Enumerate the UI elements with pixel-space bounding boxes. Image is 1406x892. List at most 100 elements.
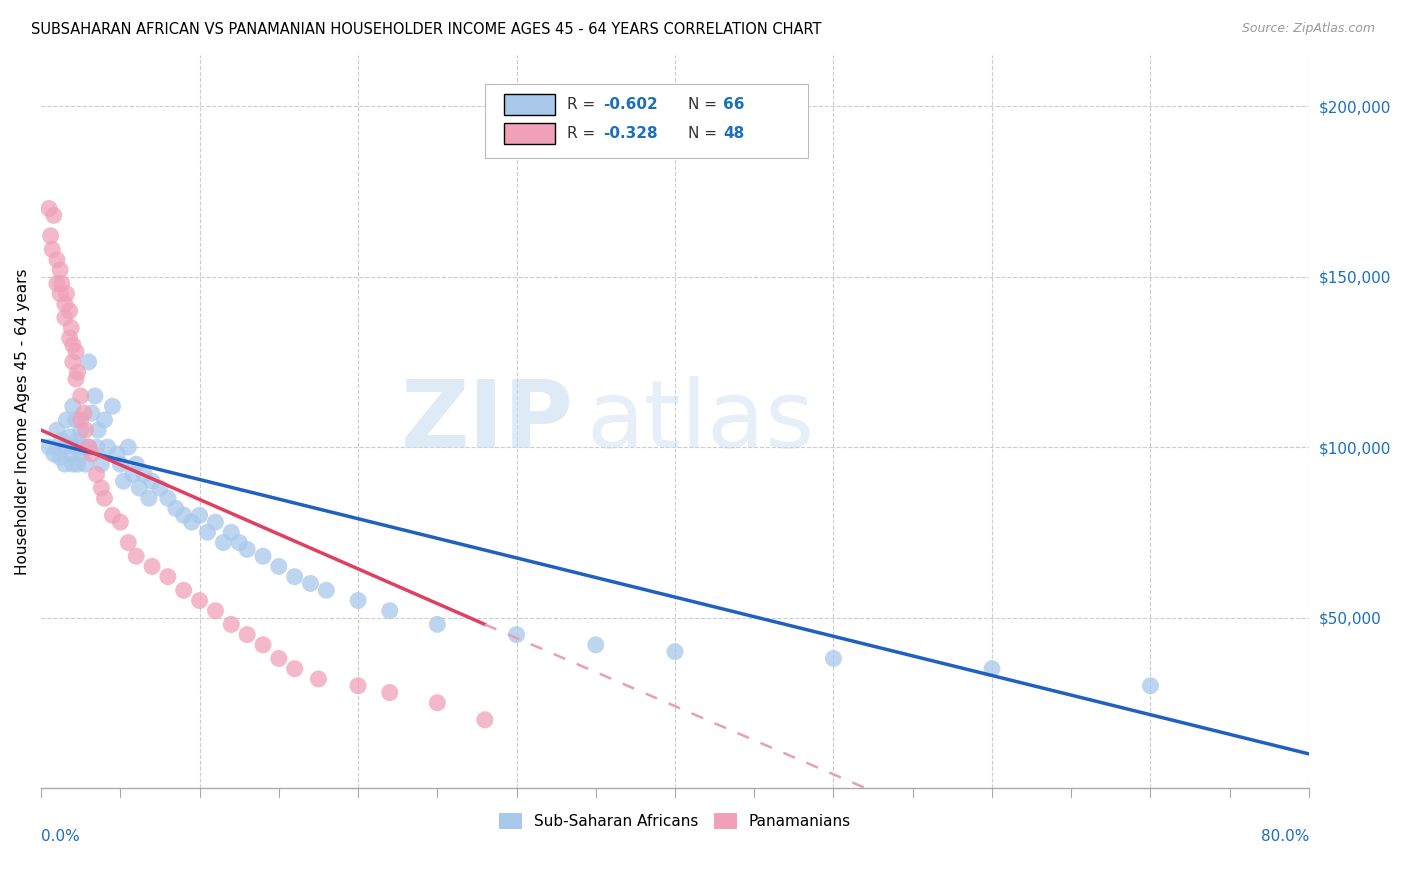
Text: R =: R = (567, 96, 600, 112)
Point (77, 355, 100, 369)
Text: 0.0%: 0.0% (41, 829, 80, 844)
Point (65, 440, 87, 454)
Point (41, 243, 63, 257)
Point (252, 549, 274, 564)
Point (39, 228, 62, 243)
Point (105, 447, 128, 461)
Text: Source: ZipAtlas.com: Source: ZipAtlas.com (1241, 22, 1375, 36)
Point (49, 450, 72, 465)
Point (101, 399, 124, 413)
Text: 48: 48 (723, 126, 744, 141)
Point (73, 406, 96, 420)
Point (65, 413, 87, 427)
Legend: Sub-Saharan Africans, Panamanians: Sub-Saharan Africans, Panamanians (494, 807, 858, 835)
Point (307, 672, 329, 686)
Point (664, 645, 686, 659)
Point (97, 440, 120, 454)
Point (347, 593, 370, 607)
Point (117, 440, 139, 454)
Point (84, 389, 107, 403)
Point (1139, 679, 1161, 693)
Point (173, 583, 195, 598)
FancyBboxPatch shape (503, 94, 554, 114)
Point (62, 338, 84, 352)
Point (378, 604, 401, 618)
Point (55, 286, 77, 301)
Point (53, 310, 76, 325)
Point (55, 413, 77, 427)
Point (212, 535, 235, 549)
Point (66, 365, 89, 379)
Point (228, 535, 250, 549)
Text: -0.602: -0.602 (603, 96, 658, 112)
Point (62, 399, 84, 413)
Point (42, 208, 65, 222)
Point (38, 440, 60, 454)
Point (65, 372, 87, 386)
Point (236, 542, 259, 557)
Point (53, 440, 76, 454)
Point (128, 481, 150, 495)
Point (60, 321, 83, 335)
Point (252, 638, 274, 652)
Point (981, 662, 1004, 676)
Point (69, 423, 91, 437)
FancyBboxPatch shape (503, 123, 554, 144)
Point (49, 286, 72, 301)
Point (585, 638, 607, 652)
Point (80, 406, 103, 420)
Text: R =: R = (567, 126, 600, 141)
Point (72, 440, 94, 454)
Text: SUBSAHARAN AFRICAN VS PANAMANIAN HOUSEHOLDER INCOME AGES 45 - 64 YEARS CORRELATI: SUBSAHARAN AFRICAN VS PANAMANIAN HOUSEHO… (31, 22, 821, 37)
Point (315, 583, 337, 598)
Point (49, 263, 72, 277)
Point (141, 474, 163, 488)
Point (75, 423, 97, 437)
Point (505, 627, 527, 641)
Point (236, 627, 259, 641)
Point (156, 569, 179, 583)
Point (474, 713, 496, 727)
Point (180, 515, 202, 529)
Point (93, 491, 115, 506)
Text: ZIP: ZIP (401, 376, 574, 467)
Point (62, 457, 84, 471)
Point (125, 457, 148, 471)
Point (197, 525, 219, 540)
Text: 80.0%: 80.0% (1261, 829, 1309, 844)
Point (426, 696, 449, 710)
Point (267, 559, 290, 574)
Point (75, 457, 97, 471)
Point (101, 508, 124, 523)
Point (219, 617, 242, 632)
Point (165, 501, 187, 516)
Point (284, 569, 307, 583)
Point (823, 651, 845, 665)
Point (51, 434, 73, 448)
Point (86, 440, 108, 454)
Point (110, 515, 132, 529)
Text: -0.328: -0.328 (603, 126, 658, 141)
Point (267, 651, 290, 665)
Point (188, 508, 211, 523)
Point (38, 202, 60, 216)
Point (90, 457, 112, 471)
Point (46, 277, 69, 291)
Point (219, 525, 242, 540)
Point (69, 413, 91, 427)
Point (77, 440, 100, 454)
Point (93, 413, 115, 427)
Point (65, 344, 87, 359)
Point (156, 491, 179, 506)
Y-axis label: Householder Income Ages 45 - 64 years: Householder Income Ages 45 - 64 years (15, 268, 30, 574)
Point (125, 549, 148, 564)
Point (90, 481, 112, 495)
Point (42, 447, 65, 461)
Point (60, 447, 83, 461)
Point (87, 423, 110, 437)
Point (51, 277, 73, 291)
Point (86, 467, 108, 482)
Point (66, 434, 89, 448)
Point (112, 474, 135, 488)
Point (59, 430, 82, 444)
